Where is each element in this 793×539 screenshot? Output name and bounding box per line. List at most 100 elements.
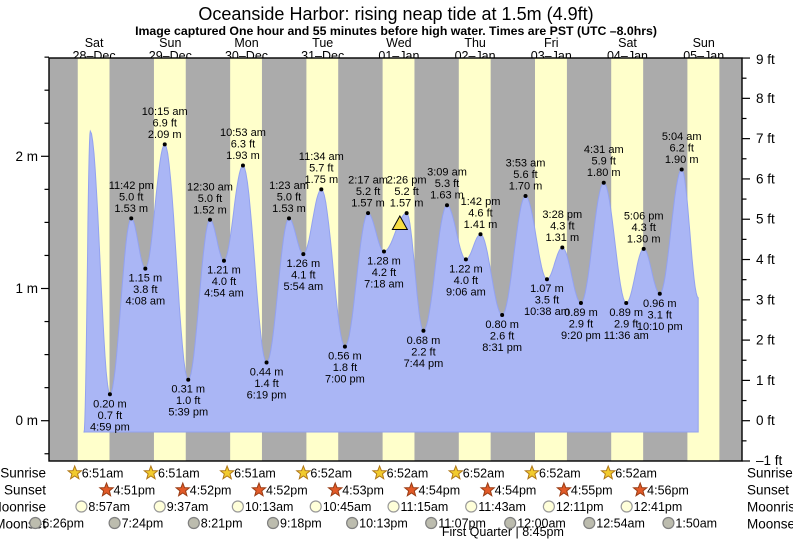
moonrise-disc-icon: [542, 500, 555, 513]
almanac-entry: 4:54pm: [403, 481, 460, 498]
right-axis-label: 0 ft: [756, 413, 775, 428]
moonrise-row-label-left: Moonrise: [0, 500, 46, 515]
extreme-annotation-line: 7:18 am: [364, 278, 404, 290]
extreme-annotation-line: 0.7 ft: [98, 410, 122, 422]
right-axis-label: 9 ft: [756, 52, 775, 67]
extreme-annotation-line: 5.6 ft: [513, 169, 537, 181]
sunset-star-icon: [479, 481, 496, 497]
extreme-annotation: 10:53 am6.3 ft1.93 m: [220, 127, 266, 168]
extreme-annotation-line: 11:34 am: [299, 151, 344, 163]
moonset-row-label-right: Moonset: [747, 517, 793, 532]
extreme-annotation: 1.26 m4.1 ft5:54 am: [283, 252, 323, 293]
moonrise-disc-icon: [231, 500, 244, 513]
extreme-annotation-line: 10:15 am: [142, 106, 188, 118]
moonset-disc-icon: [29, 516, 42, 530]
extreme-annotation-line: 1.41 m: [464, 219, 498, 231]
extreme-annotation-line: 1.30 m: [627, 233, 661, 245]
moonrise-time: 12:41pm: [634, 500, 683, 514]
extreme-annotation-line: 2.9 ft: [569, 319, 593, 331]
moonrise-disc-icon: [309, 500, 322, 513]
extreme-annotation-line: 6.2 ft: [669, 143, 693, 155]
extreme-dot: [500, 312, 505, 317]
almanac-entry: 11:43am: [465, 500, 526, 514]
almanac-entry: 6:52am: [447, 464, 505, 481]
page-title: Oceanside Harbor: rising neap tide at 1.…: [198, 4, 593, 24]
almanac-entry: 4:56pm: [632, 481, 689, 498]
moonrise-row-label-right: Moonrise: [747, 500, 793, 515]
extreme-annotation-line: 1.57 m: [390, 198, 424, 210]
extreme-annotation-line: 1.21 m: [207, 265, 241, 277]
sunset-star-icon: [174, 481, 191, 497]
extreme-annotation-line: 10:53 am: [220, 127, 266, 139]
sunrise-time: 6:52am: [539, 467, 581, 481]
moonrise-disc-icon: [620, 500, 633, 513]
tide-curve: [83, 129, 699, 433]
extreme-dot: [544, 277, 549, 282]
extreme-annotation-line: 7:44 pm: [404, 358, 444, 370]
extreme-annotation-line: 3:28 pm: [542, 209, 582, 221]
extreme-dot: [601, 180, 606, 185]
extreme-annotation: 12:30 am5.0 ft1.52 m: [187, 181, 233, 222]
extreme-annotation-line: 1.90 m: [665, 154, 699, 166]
extreme-annotation-line: 6:19 pm: [247, 390, 287, 402]
left-axis-label: 2 m: [15, 149, 38, 164]
extreme-annotation: 3:09 am5.3 ft1.63 m: [427, 167, 467, 208]
moonset-time: 12:54am: [596, 517, 645, 531]
sunset-time: 4:55pm: [571, 484, 613, 498]
moonset-disc-icon: [662, 516, 675, 530]
extreme-dot: [624, 301, 629, 306]
almanac-entry: 6:51am: [66, 464, 123, 481]
extreme-annotation-line: 4.6 ft: [468, 207, 492, 219]
extreme-dot: [286, 216, 291, 221]
moonrise-disc-icon: [153, 500, 166, 513]
almanac-entry: 8:57am: [75, 500, 130, 514]
almanac-entry: 9:18pm: [266, 517, 322, 531]
extreme-dot: [107, 392, 112, 397]
almanac-entry: 4:54pm: [479, 481, 536, 498]
extreme-annotation-line: 0.56 m: [328, 351, 362, 363]
extreme-annotation: 11:34 am5.7 ft1.75 m: [299, 151, 344, 192]
almanac-entry: 4:52pm: [250, 481, 308, 498]
sunset-star-icon: [98, 481, 115, 497]
sunrise-time: 6:52am: [615, 467, 657, 481]
moonrise-time: 11:43am: [478, 500, 526, 514]
moonset-time: 8:21pm: [201, 517, 243, 531]
almanac-entry: 8:21pm: [187, 516, 243, 531]
almanac-entry: 6:52am: [295, 464, 352, 481]
extreme-annotation-line: 5.0 ft: [119, 191, 143, 203]
extreme-annotation-line: 3:53 am: [506, 157, 546, 169]
extreme-annotation: 0.68 m2.2 ft7:44 pm: [404, 328, 444, 370]
extreme-annotation-line: 9:06 am: [446, 286, 486, 298]
extreme-dot: [445, 203, 450, 208]
almanac-entry: 6:52am: [371, 464, 428, 481]
tide-curve-layer: [83, 129, 699, 433]
extreme-annotation-line: 4.2 ft: [372, 267, 396, 279]
day-weekday: Mon: [234, 36, 258, 50]
extreme-dot: [221, 258, 226, 263]
extreme-annotation-line: 11:36 am: [604, 330, 649, 342]
right-axis-label: 5 ft: [756, 212, 775, 227]
moonset-disc-icon: [187, 516, 200, 530]
extreme-annotation-line: 3.1 ft: [648, 309, 672, 321]
right-axis-label: 7 ft: [756, 131, 775, 146]
day-weekday: Fri: [544, 36, 559, 50]
extreme-annotation-line: 5:06 pm: [624, 210, 664, 222]
day-weekday: Sat: [618, 36, 637, 50]
extreme-annotation-line: 0.96 m: [643, 298, 677, 310]
sunrise-star-icon: [523, 464, 541, 480]
left-axis-label: 1 m: [15, 281, 38, 296]
extreme-dot: [657, 291, 662, 296]
extreme-annotation: 1:42 pm4.6 ft1.41 m: [461, 196, 500, 237]
extreme-annotation-line: 1:23 am: [269, 180, 309, 192]
extreme-annotation: 11:42 pm5.0 ft1.53 m: [109, 180, 154, 221]
extreme-annotation-line: 1.07 m: [530, 283, 564, 295]
almanac-entry: 12:54am: [583, 517, 645, 531]
almanac-entry: 6:52am: [600, 464, 657, 481]
sunrise-star-icon: [142, 464, 159, 480]
extreme-annotation: 0.31 m1.0 ft5:39 pm: [168, 377, 208, 419]
extreme-dot: [240, 163, 245, 168]
extreme-dot: [301, 252, 306, 257]
sunrise-star-icon: [66, 464, 83, 480]
extreme-annotation-line: 1.70 m: [509, 180, 543, 192]
